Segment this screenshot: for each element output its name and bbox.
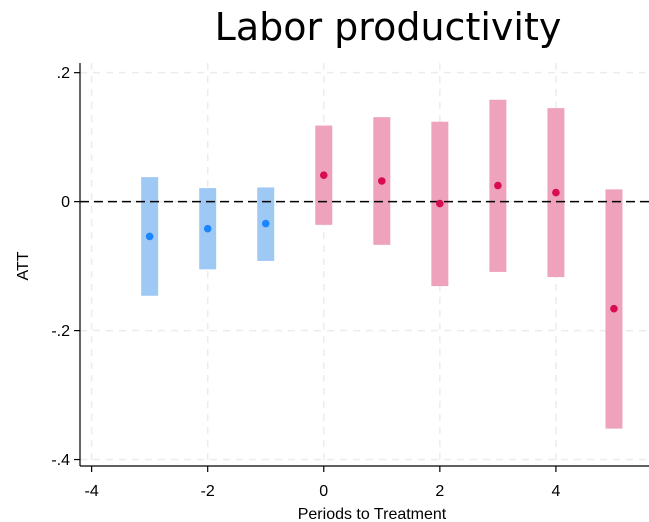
pre-point-estimate	[145, 232, 154, 241]
post-point-estimate	[378, 177, 386, 185]
y-tick-label: 0	[61, 194, 70, 211]
post-point-estimate	[610, 304, 618, 313]
x-axis-label: Periods to Treatment	[298, 506, 447, 522]
confidence-intervals	[141, 99, 623, 429]
x-tick-label: -4	[84, 483, 98, 500]
y-axis-ticks: -.4 -.2 0 .2	[51, 65, 80, 469]
pre-point-estimate	[261, 219, 270, 228]
y-tick-label: -.4	[51, 452, 70, 469]
post-point-estimate	[494, 181, 502, 190]
x-tick-label: -2	[201, 483, 215, 500]
x-tick-label: 4	[551, 483, 560, 500]
post-point-estimate	[552, 188, 560, 197]
chart-title: Labor productivity	[215, 5, 562, 49]
x-tick-label: 2	[435, 483, 444, 500]
y-axis-label: ATT	[15, 251, 32, 280]
point-estimates	[145, 171, 618, 313]
x-axis-ticks: -4-20246	[84, 466, 560, 500]
pre-point-estimate	[203, 224, 212, 233]
y-tick-label: -.2	[51, 323, 70, 340]
post-point-estimate	[436, 199, 444, 208]
post-point-estimate	[319, 171, 328, 179]
y-tick-label: .2	[57, 65, 70, 82]
x-tick-label: 0	[319, 483, 328, 500]
